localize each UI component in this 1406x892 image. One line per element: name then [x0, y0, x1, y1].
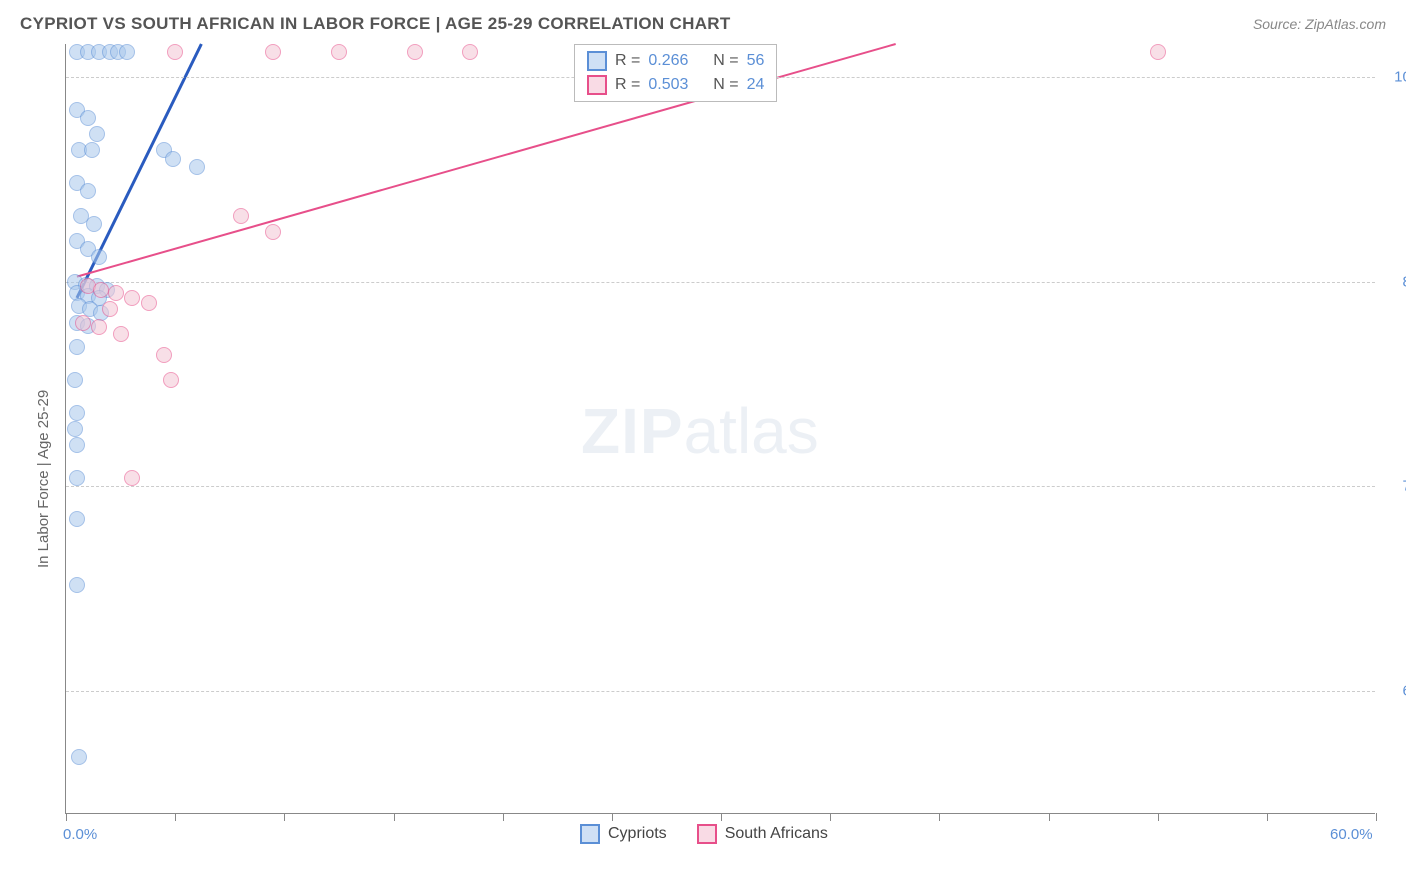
data-point	[462, 44, 478, 60]
x-tick	[1049, 813, 1050, 821]
legend-n-label: N =	[713, 76, 738, 94]
legend-n-value: 24	[747, 76, 765, 94]
x-tick	[66, 813, 67, 821]
data-point	[69, 511, 85, 527]
data-point	[119, 44, 135, 60]
x-axis-min-label: 0.0%	[63, 826, 97, 843]
y-tick-label: 75.0%	[1385, 478, 1406, 495]
data-point	[108, 285, 124, 301]
data-point	[69, 577, 85, 593]
data-point	[91, 249, 107, 265]
legend-r-value: 0.266	[648, 52, 688, 70]
series-legend-label: South Africans	[725, 825, 828, 843]
x-tick	[284, 813, 285, 821]
data-point	[1150, 44, 1166, 60]
data-point	[86, 216, 102, 232]
source-label: Source: ZipAtlas.com	[1253, 16, 1386, 32]
data-point	[167, 44, 183, 60]
data-point	[75, 315, 91, 331]
x-tick	[1376, 813, 1377, 821]
data-point	[84, 142, 100, 158]
data-point	[113, 326, 129, 342]
data-point	[69, 405, 85, 421]
data-point	[67, 421, 83, 437]
x-tick	[1267, 813, 1268, 821]
data-point	[102, 301, 118, 317]
data-point	[69, 339, 85, 355]
x-tick	[394, 813, 395, 821]
data-point	[80, 183, 96, 199]
x-tick	[503, 813, 504, 821]
legend-r-label: R =	[615, 52, 640, 70]
legend-swatch	[580, 824, 600, 844]
x-tick	[175, 813, 176, 821]
legend-swatch	[587, 75, 607, 95]
data-point	[265, 224, 281, 240]
data-point	[331, 44, 347, 60]
data-point	[407, 44, 423, 60]
legend-swatch	[697, 824, 717, 844]
data-point	[189, 159, 205, 175]
legend-n-value: 56	[747, 52, 765, 70]
trend-lines-svg	[66, 44, 1376, 814]
data-point	[163, 372, 179, 388]
gridline-horizontal	[66, 691, 1375, 692]
data-point	[233, 208, 249, 224]
correlation-legend-row: R = 0.503 N = 24	[587, 73, 764, 97]
data-point	[124, 470, 140, 486]
legend-r-label: R =	[615, 76, 640, 94]
data-point	[71, 749, 87, 765]
data-point	[69, 437, 85, 453]
y-tick-label: 100.0%	[1385, 68, 1406, 85]
chart-title: CYPRIOT VS SOUTH AFRICAN IN LABOR FORCE …	[20, 14, 731, 34]
data-point	[67, 372, 83, 388]
data-point	[80, 110, 96, 126]
legend-swatch	[587, 51, 607, 71]
chart-header: CYPRIOT VS SOUTH AFRICAN IN LABOR FORCE …	[0, 0, 1406, 44]
y-tick-label: 87.5%	[1385, 273, 1406, 290]
data-point	[124, 290, 140, 306]
x-tick	[939, 813, 940, 821]
series-legend-item: Cypriots	[580, 824, 667, 844]
correlation-legend: R = 0.266 N = 56 R = 0.503 N = 24	[574, 44, 777, 102]
data-point	[165, 151, 181, 167]
x-tick	[830, 813, 831, 821]
y-tick-label: 62.5%	[1385, 683, 1406, 700]
scatter-plot-area: ZIPatlas R =0.266 N =56R =0.503 N =24 62…	[65, 44, 1375, 814]
data-point	[89, 126, 105, 142]
data-point	[91, 319, 107, 335]
correlation-legend-row: R = 0.266 N = 56	[587, 49, 764, 73]
series-legend-label: Cypriots	[608, 825, 667, 843]
x-tick	[1158, 813, 1159, 821]
gridline-horizontal	[66, 486, 1375, 487]
x-axis-max-label: 60.0%	[1330, 826, 1373, 843]
x-tick	[612, 813, 613, 821]
data-point	[156, 347, 172, 363]
legend-r-value: 0.503	[648, 76, 688, 94]
data-point	[141, 295, 157, 311]
series-legend: Cypriots South Africans	[580, 824, 828, 844]
series-legend-item: South Africans	[697, 824, 828, 844]
data-point	[93, 282, 109, 298]
y-axis-label: In Labor Force | Age 25-29	[35, 389, 52, 567]
gridline-horizontal	[66, 282, 1375, 283]
data-point	[265, 44, 281, 60]
legend-n-label: N =	[713, 52, 738, 70]
x-tick	[721, 813, 722, 821]
data-point	[69, 470, 85, 486]
